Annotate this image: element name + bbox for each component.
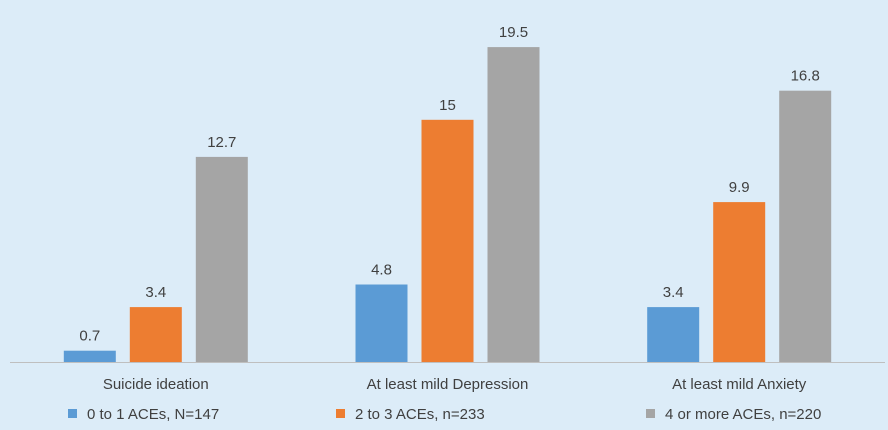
data-label: 15: [439, 97, 456, 114]
legend-swatch: [336, 409, 345, 418]
legend: 0 to 1 ACEs, N=147 2 to 3 ACEs, n=233 4 or…: [68, 406, 821, 423]
data-label: 0.7: [79, 328, 100, 345]
data-label: 16.8: [791, 68, 820, 85]
legend-item-1: 0 to 1 ACEs, N=147: [68, 406, 219, 423]
category-label: At least mild Depression: [367, 376, 529, 393]
bar-3-3: [779, 90, 832, 362]
data-label: 3.4: [145, 284, 166, 301]
bar-1-2: [355, 284, 408, 362]
bar-3-1: [195, 156, 248, 362]
bar-2-1: [129, 307, 182, 362]
data-labels-layer: 0.7 3.4 12.7 4.8 15 19.5 3.4 9.9 16.8: [79, 24, 819, 345]
data-label: 3.4: [663, 284, 684, 301]
data-label: 9.9: [729, 179, 750, 196]
legend-label: 2 to 3 ACEs, n=233: [355, 406, 485, 423]
data-label: 4.8: [371, 262, 392, 279]
legend-swatch: [646, 409, 655, 418]
legend-swatch: [68, 409, 77, 418]
bar-2-3: [713, 202, 766, 362]
category-label: Suicide ideation: [103, 376, 209, 393]
bar-3-2: [487, 47, 540, 362]
legend-item-3: 4 or more ACEs, n=220: [646, 406, 821, 423]
category-labels-layer: Suicide ideation At least mild Depression…: [103, 376, 807, 393]
bar-2-2: [421, 119, 474, 362]
bar-1-3: [647, 307, 700, 362]
bars-layer: [63, 47, 832, 362]
legend-item-2: 2 to 3 ACEs, n=233: [336, 406, 485, 423]
data-label: 12.7: [207, 134, 236, 151]
category-label: At least mild Anxiety: [672, 376, 807, 393]
bar-1-1: [63, 350, 116, 362]
data-label: 19.5: [499, 24, 528, 41]
legend-label: 0 to 1 ACEs, N=147: [87, 406, 219, 423]
legend-label: 4 or more ACEs, n=220: [665, 406, 821, 423]
